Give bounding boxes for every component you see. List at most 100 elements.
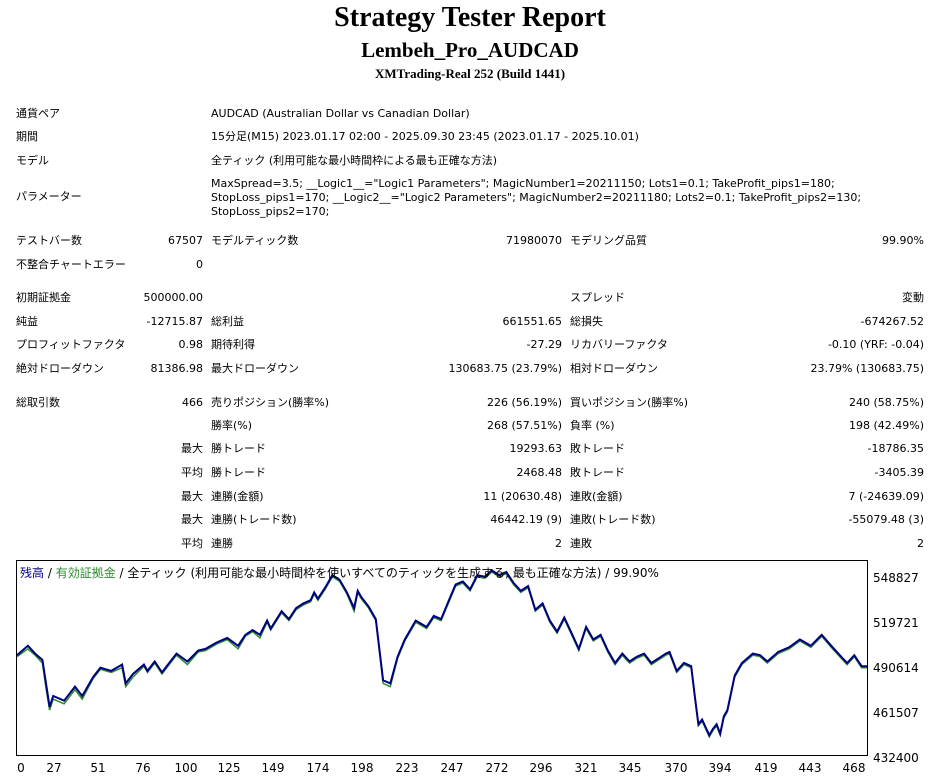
average-prefix: 平均 bbox=[181, 466, 203, 479]
mismatch-value: 0 bbox=[196, 258, 203, 271]
deposit-label: 初期証拠金 bbox=[16, 291, 71, 304]
largest-prefix: 最大 bbox=[181, 442, 203, 455]
max-drawdown-value: 130683.75 (23.79%) bbox=[448, 362, 562, 375]
cons-losses-money-value: 7 (-24639.09) bbox=[848, 490, 924, 503]
largest-win-value: 19293.63 bbox=[509, 442, 563, 455]
expected-payoff-label: 期待利得 bbox=[211, 338, 255, 351]
x-tick-label: 76 bbox=[135, 761, 151, 775]
short-positions-value: 226 (56.19%) bbox=[486, 396, 562, 409]
legend-separator: / bbox=[44, 566, 56, 580]
total-trades-label: 総取引数 bbox=[16, 396, 60, 409]
recovery-factor-label: リカバリーファクタ bbox=[570, 338, 668, 351]
expected-payoff-value: -27.29 bbox=[526, 338, 562, 351]
legend-equity: 有効証拠金 bbox=[55, 566, 116, 580]
x-tick-label: 272 bbox=[485, 761, 509, 775]
gross-loss-value: -674267.52 bbox=[860, 315, 924, 328]
x-tick-label: 394 bbox=[708, 761, 732, 775]
relative-drawdown-label: 相対ドローダウン bbox=[570, 362, 658, 375]
symbol-label: 通貨ペア bbox=[16, 107, 60, 120]
net-profit-label: 純益 bbox=[16, 315, 38, 328]
cons-wins-money-value: 11 (20630.48) bbox=[483, 490, 562, 503]
average-win-label: 勝トレード bbox=[211, 466, 266, 479]
balance-line bbox=[17, 569, 867, 738]
cons-wins-money-label: 連勝(金額) bbox=[211, 490, 264, 503]
x-tick-label: 174 bbox=[306, 761, 330, 775]
parameters-line-1: MaxSpread=3.5; __Logic1__="Logic1 Parame… bbox=[211, 177, 835, 190]
recovery-factor-value: -0.10 (YRF: -0.04) bbox=[827, 338, 924, 351]
ticks-label: モデルティック数 bbox=[211, 234, 299, 247]
win-rate-label: 勝率(%) bbox=[211, 419, 253, 432]
x-tick-label: 321 bbox=[574, 761, 598, 775]
loss-rate-value: 198 (42.49%) bbox=[848, 419, 924, 432]
y-tick-label: 519721 bbox=[873, 616, 919, 630]
legend-description: / 全ティック (利用可能な最小時間枠を使いすべてのティックを生成する, 最も正… bbox=[115, 566, 659, 580]
x-tick-label: 223 bbox=[395, 761, 419, 775]
parameters-line-2: StopLoss_pips1=170; __Logic2__="Logic2 P… bbox=[211, 191, 862, 204]
average-loss-label: 敗トレード bbox=[570, 466, 625, 479]
model-value: 全ティック (利用可能な最小時間枠による最も正確な方法) bbox=[211, 154, 498, 167]
period-label: 期間 bbox=[16, 130, 38, 143]
spread-label: スプレッド bbox=[570, 291, 625, 304]
x-tick-label: 468 bbox=[842, 761, 866, 775]
x-tick-label: 247 bbox=[440, 761, 464, 775]
x-tick-label: 100 bbox=[174, 761, 198, 775]
cons-losses-count-label: 連敗(トレード数) bbox=[570, 513, 656, 526]
x-tick-label: 149 bbox=[261, 761, 285, 775]
max-drawdown-label: 最大ドローダウン bbox=[211, 362, 299, 375]
mismatch-label: 不整合チャートエラー bbox=[16, 258, 126, 271]
quality-label: モデリング品質 bbox=[570, 234, 647, 247]
x-tick-label: 27 bbox=[46, 761, 62, 775]
balance-chart bbox=[16, 560, 868, 756]
ticks-value: 71980070 bbox=[506, 234, 562, 247]
win-rate-value: 268 (57.51%) bbox=[486, 419, 562, 432]
absolute-drawdown-value: 81386.98 bbox=[150, 362, 204, 375]
relative-drawdown-value: 23.79% (130683.75) bbox=[810, 362, 924, 375]
gross-profit-value: 661551.65 bbox=[502, 315, 563, 328]
total-trades-value: 466 bbox=[182, 396, 203, 409]
parameters-line-3: StopLoss_pips2=170; bbox=[211, 205, 330, 218]
net-profit-value: -12715.87 bbox=[146, 315, 203, 328]
cons-wins-count-label: 連勝(トレード数) bbox=[211, 513, 297, 526]
y-tick-label: 490614 bbox=[873, 661, 919, 675]
average-loss-value: -3405.39 bbox=[874, 466, 924, 479]
x-tick-label: 370 bbox=[664, 761, 688, 775]
loss-rate-label: 負率 (%) bbox=[570, 419, 615, 432]
avg-cons-prefix: 平均 bbox=[181, 537, 203, 550]
bars-label: テストバー数 bbox=[16, 234, 82, 247]
cons-losses-money-label: 連敗(金額) bbox=[570, 490, 623, 503]
x-tick-label: 0 bbox=[17, 761, 25, 775]
y-tick-label: 432400 bbox=[873, 751, 919, 765]
absolute-drawdown-label: 絶対ドローダウン bbox=[16, 362, 104, 375]
report-title: Strategy Tester Report bbox=[334, 2, 606, 33]
largest-win-label: 勝トレード bbox=[211, 442, 266, 455]
x-tick-label: 125 bbox=[217, 761, 241, 775]
long-positions-value: 240 (58.75%) bbox=[848, 396, 924, 409]
x-tick-label: 419 bbox=[754, 761, 778, 775]
y-tick-label: 461507 bbox=[873, 706, 919, 720]
equity-line bbox=[17, 571, 867, 739]
spread-value: 変動 bbox=[902, 291, 924, 304]
x-tick-label: 51 bbox=[90, 761, 106, 775]
max-cons-money-prefix: 最大 bbox=[181, 490, 203, 503]
avg-cons-wins-value: 2 bbox=[555, 537, 562, 550]
server-build: XMTrading-Real 252 (Build 1441) bbox=[374, 66, 566, 81]
long-positions-label: 買いポジション(勝率%) bbox=[570, 396, 689, 409]
avg-cons-losses-label: 連敗 bbox=[570, 537, 592, 550]
largest-loss-value: -18786.35 bbox=[867, 442, 924, 455]
gross-profit-label: 総利益 bbox=[211, 315, 244, 328]
quality-value: 99.90% bbox=[882, 234, 924, 247]
x-tick-label: 198 bbox=[350, 761, 374, 775]
expert-name: Lembeh_Pro_AUDCAD bbox=[361, 38, 579, 62]
short-positions-label: 売りポジション(勝率%) bbox=[211, 396, 330, 409]
y-tick-label: 548827 bbox=[873, 571, 919, 585]
parameters-label: パラメーター bbox=[16, 190, 82, 203]
deposit-value: 500000.00 bbox=[143, 291, 204, 304]
largest-loss-label: 敗トレード bbox=[570, 442, 625, 455]
cons-wins-count-value: 46442.19 (9) bbox=[490, 513, 562, 526]
avg-cons-wins-label: 連勝 bbox=[211, 537, 233, 550]
x-tick-label: 296 bbox=[529, 761, 553, 775]
legend-balance: 残高 bbox=[20, 566, 45, 580]
balance-chart-svg bbox=[17, 569, 867, 739]
cons-losses-count-value: -55079.48 (3) bbox=[848, 513, 924, 526]
avg-cons-losses-value: 2 bbox=[917, 537, 924, 550]
